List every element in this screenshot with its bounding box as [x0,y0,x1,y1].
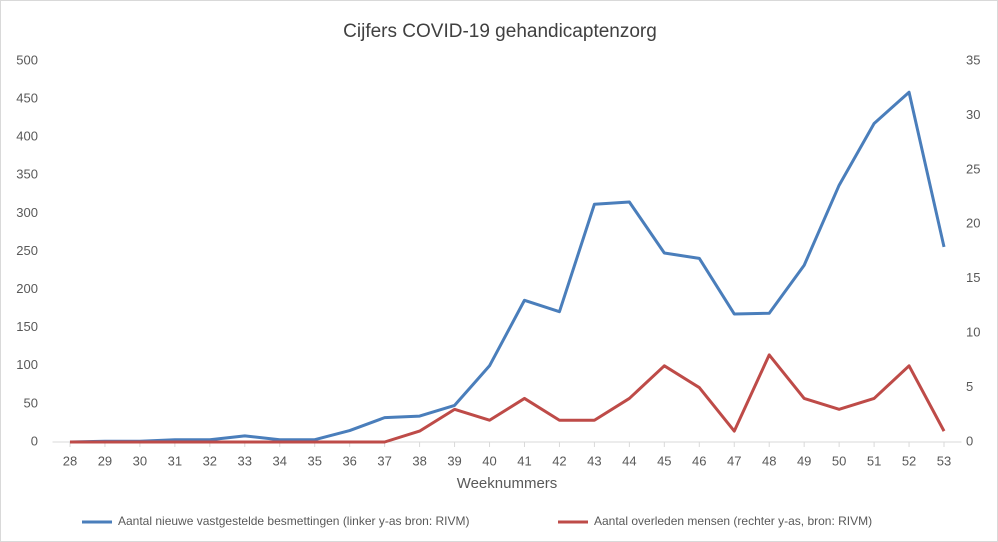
x-tick-label: 44 [622,453,636,468]
x-axis-label: Weeknummers [457,475,558,492]
x-tick-label: 45 [657,453,671,468]
y-tick-label: 250 [16,243,38,258]
y2-tick-label: 15 [966,270,980,285]
x-tick-label: 36 [342,453,356,468]
x-tick-label: 52 [902,453,916,468]
x-tick-label: 30 [133,453,147,468]
y-tick-label: 100 [16,357,38,372]
y2-tick-label: 25 [966,161,980,176]
y-tick-label: 500 [16,52,38,67]
y-tick-label: 200 [16,281,38,296]
x-tick-label: 29 [98,453,112,468]
x-tick-label: 48 [762,453,776,468]
x-tick-label: 42 [552,453,566,468]
x-tick-label: 51 [867,453,881,468]
x-tick-label: 39 [447,453,461,468]
x-tick-label: 50 [832,453,846,468]
x-tick-label: 38 [412,453,426,468]
y-tick-label: 0 [31,433,38,448]
x-tick-label: 47 [727,453,741,468]
x-tick-label: 41 [517,453,531,468]
y-tick-label: 400 [16,129,38,144]
y2-tick-label: 30 [966,107,980,122]
x-tick-label: 46 [692,453,706,468]
y2-tick-label: 20 [966,216,980,231]
y-tick-label: 150 [16,319,38,334]
legend-label: Aantal overleden mensen (rechter y-as, b… [594,514,872,528]
x-tick-label: 33 [238,453,252,468]
y2-tick-label: 35 [966,52,980,67]
x-tick-label: 43 [587,453,601,468]
x-tick-label: 40 [482,453,496,468]
x-tick-label: 31 [168,453,182,468]
y-tick-label: 450 [16,91,38,106]
x-tick-label: 35 [307,453,321,468]
x-tick-label: 28 [63,453,77,468]
legend-label: Aantal nieuwe vastgestelde besmettingen … [118,514,470,528]
x-tick-label: 34 [273,453,287,468]
y-tick-label: 300 [16,205,38,220]
chart-title: Cijfers COVID-19 gehandicaptenzorg [343,21,657,42]
series-line [69,353,946,444]
x-tick-label: 53 [937,453,951,468]
y-tick-label: 50 [24,395,38,410]
y-tick-label: 350 [16,167,38,182]
y2-tick-label: 5 [966,379,973,394]
y2-tick-label: 10 [966,325,980,340]
x-tick-label: 49 [797,453,811,468]
x-tick-label: 32 [203,453,217,468]
series-line [69,90,946,444]
x-tick-label: 37 [377,453,391,468]
y2-tick-label: 0 [966,433,973,448]
